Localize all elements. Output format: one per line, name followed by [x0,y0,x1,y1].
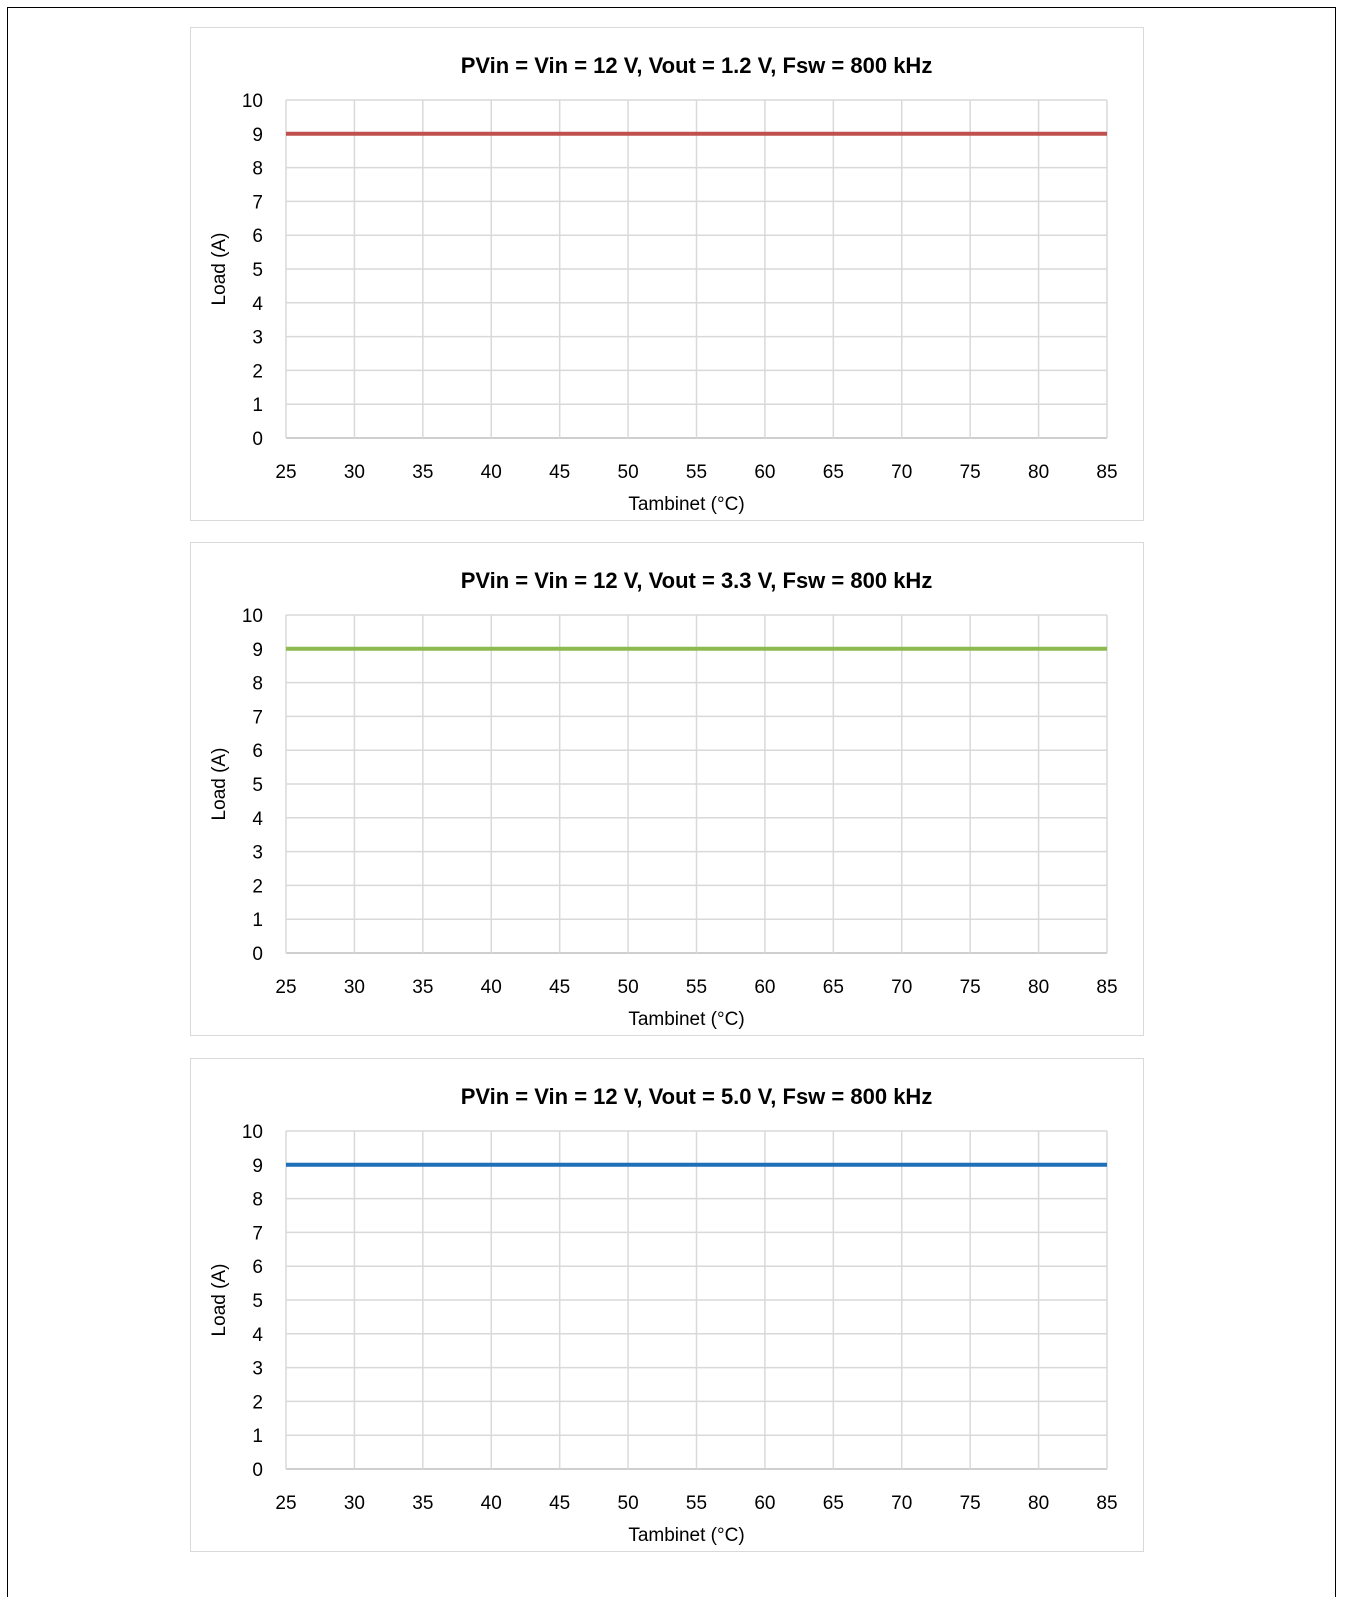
y-tick-label: 7 [252,1223,263,1244]
x-tick-label: 85 [1096,462,1117,483]
x-tick-label: 30 [344,977,365,998]
y-tick-label: 9 [252,640,263,661]
x-tick-label: 45 [549,462,570,483]
x-tick-label: 85 [1096,977,1117,998]
x-tick-label: 85 [1096,1493,1117,1514]
y-tick-label: 5 [252,1291,263,1312]
x-tick-label: 70 [891,1493,912,1514]
page-border [7,7,1336,1597]
chart-panel-2: PVin = Vin = 12 V, Vout = 3.3 V, Fsw = 8… [190,542,1144,1036]
y-tick-label: 10 [242,606,263,627]
y-tick-label: 4 [252,294,263,315]
y-axis-label: Load (A) [209,748,230,821]
x-tick-label: 60 [754,462,775,483]
y-tick-label: 8 [252,674,263,695]
x-tick-label: 70 [891,977,912,998]
x-tick-label: 75 [960,977,981,998]
y-tick-label: 9 [252,125,263,146]
x-tick-label: 35 [412,462,433,483]
y-tick-label: 7 [252,707,263,728]
y-tick-label: 6 [252,1257,263,1278]
y-tick-label: 1 [252,1426,263,1447]
y-tick-label: 1 [252,910,263,931]
x-tick-label: 50 [618,462,639,483]
y-tick-label: 9 [252,1156,263,1177]
y-tick-label: 4 [252,809,263,830]
y-tick-label: 4 [252,1325,263,1346]
x-tick-label: 45 [549,1493,570,1514]
x-tick-label: 65 [823,1493,844,1514]
x-tick-label: 70 [891,462,912,483]
x-tick-label: 50 [618,977,639,998]
y-tick-label: 10 [242,91,263,112]
x-axis-label: Tambinet (°C) [628,1009,744,1030]
y-tick-label: 5 [252,260,263,281]
x-tick-label: 50 [618,1493,639,1514]
x-axis-label: Tambinet (°C) [628,494,744,515]
y-axis-label: Load (A) [209,1264,230,1337]
x-tick-label: 75 [960,462,981,483]
y-tick-label: 2 [252,1392,263,1413]
x-tick-label: 30 [344,462,365,483]
y-tick-label: 0 [252,944,263,965]
y-tick-label: 5 [252,775,263,796]
x-tick-label: 35 [412,1493,433,1514]
x-axis-label: Tambinet (°C) [628,1525,744,1546]
x-tick-label: 55 [686,462,707,483]
x-tick-label: 40 [481,977,502,998]
y-tick-label: 8 [252,1190,263,1211]
x-tick-label: 40 [481,462,502,483]
y-tick-label: 3 [252,328,263,349]
x-tick-label: 65 [823,462,844,483]
chart-panel-1: PVin = Vin = 12 V, Vout = 1.2 V, Fsw = 8… [190,27,1144,521]
chart-2: PVin = Vin = 12 V, Vout = 3.3 V, Fsw = 8… [209,568,1118,1030]
x-tick-label: 40 [481,1493,502,1514]
x-tick-label: 60 [754,1493,775,1514]
chart-title: PVin = Vin = 12 V, Vout = 1.2 V, Fsw = 8… [461,53,933,78]
x-tick-label: 30 [344,1493,365,1514]
y-tick-label: 0 [252,429,263,450]
x-tick-label: 45 [549,977,570,998]
y-tick-label: 3 [252,843,263,864]
x-tick-label: 80 [1028,977,1049,998]
y-tick-label: 6 [252,226,263,247]
x-tick-label: 60 [754,977,775,998]
y-tick-label: 3 [252,1359,263,1380]
chart-3: PVin = Vin = 12 V, Vout = 5.0 V, Fsw = 8… [209,1084,1118,1546]
x-tick-label: 80 [1028,462,1049,483]
x-tick-label: 75 [960,1493,981,1514]
y-tick-label: 6 [252,741,263,762]
y-tick-label: 8 [252,159,263,180]
chart-1: PVin = Vin = 12 V, Vout = 1.2 V, Fsw = 8… [209,53,1118,515]
x-tick-label: 55 [686,977,707,998]
chart-title: PVin = Vin = 12 V, Vout = 3.3 V, Fsw = 8… [461,568,933,593]
y-tick-label: 0 [252,1460,263,1481]
y-tick-label: 10 [242,1122,263,1143]
x-tick-label: 25 [275,462,296,483]
y-tick-label: 1 [252,395,263,416]
chart-title: PVin = Vin = 12 V, Vout = 5.0 V, Fsw = 8… [461,1084,933,1109]
x-tick-label: 25 [275,977,296,998]
x-tick-label: 65 [823,977,844,998]
chart-panel-3: PVin = Vin = 12 V, Vout = 5.0 V, Fsw = 8… [190,1058,1144,1552]
x-tick-label: 80 [1028,1493,1049,1514]
y-tick-label: 2 [252,361,263,382]
x-tick-label: 35 [412,977,433,998]
y-tick-label: 7 [252,192,263,213]
y-axis-label: Load (A) [209,233,230,306]
x-tick-label: 25 [275,1493,296,1514]
y-tick-label: 2 [252,876,263,897]
x-tick-label: 55 [686,1493,707,1514]
